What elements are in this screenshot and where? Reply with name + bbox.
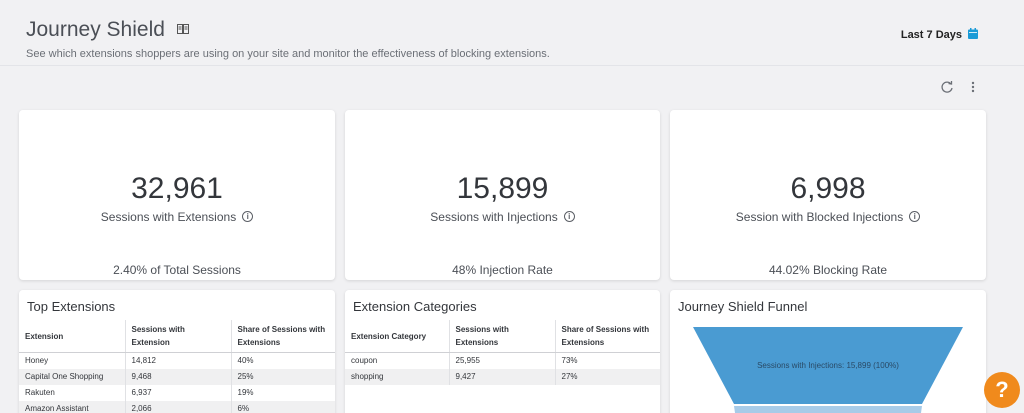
table-row[interactable]: Amazon Assistant 2,066 6% xyxy=(19,401,335,413)
table-cell: 19% xyxy=(230,385,335,401)
top-extensions-table: Extension Sessions with Extension Share … xyxy=(19,320,335,413)
kpi-label-text: Sessions with Extensions xyxy=(100,210,237,224)
top-extensions-card: Top Extensions Extension Sessions with E… xyxy=(19,290,335,413)
funnel-stage-next[interactable] xyxy=(734,406,922,413)
column-header[interactable]: Extension xyxy=(19,320,125,353)
calendar-icon xyxy=(968,28,978,42)
table-cell: 73% xyxy=(554,352,660,369)
table-cell: 2,066 xyxy=(124,401,231,413)
table-cell: 25% xyxy=(230,369,335,385)
table-header-row: Extension Category Sessions with Extensi… xyxy=(345,320,660,353)
table-cell: 9,427 xyxy=(448,369,555,385)
column-header[interactable]: Extension Category xyxy=(345,320,449,353)
table-row[interactable]: coupon 25,955 73% xyxy=(345,352,660,369)
table-cell: 6,937 xyxy=(124,385,231,401)
journey-shield-funnel-card: Journey Shield Funnel Sessions with Inje… xyxy=(670,290,986,413)
kpi-card-blocked-injections: 6,998 Session with Blocked Injections i 4… xyxy=(670,110,986,280)
table-cell: 9,468 xyxy=(124,369,231,385)
column-header[interactable]: Sessions with Extensions xyxy=(448,320,555,353)
table-cell: Capital One Shopping xyxy=(19,369,125,385)
kpi-footer: 48% Injection Rate xyxy=(452,263,553,277)
table-row[interactable]: Honey 14,812 40% xyxy=(19,352,335,369)
info-icon[interactable]: i xyxy=(242,211,254,223)
date-range-picker[interactable]: Last 7 Days xyxy=(901,28,978,42)
kpi-value: 6,998 xyxy=(790,172,866,205)
page-title-text: Journey Shield xyxy=(26,18,165,41)
table-cell: 25,955 xyxy=(448,352,555,369)
funnel-chart xyxy=(693,327,963,413)
table-cell: 14,812 xyxy=(124,352,231,369)
extension-categories-table: Extension Category Sessions with Extensi… xyxy=(345,320,660,385)
column-header[interactable]: Sessions with Extension xyxy=(124,320,231,353)
kpi-label: Sessions with Extensions i xyxy=(19,210,335,224)
book-icon[interactable] xyxy=(176,16,189,40)
kpi-value: 15,899 xyxy=(456,172,549,205)
table-cell: 40% xyxy=(230,352,335,369)
info-icon[interactable]: i xyxy=(909,211,921,223)
column-header[interactable]: Share of Sessions with Extensions xyxy=(230,320,335,353)
card-title: Journey Shield Funnel xyxy=(678,299,808,314)
help-button[interactable]: ? xyxy=(984,372,1020,408)
refresh-icon[interactable] xyxy=(940,80,954,94)
table-header-row: Extension Sessions with Extension Share … xyxy=(19,320,335,353)
table-cell: 27% xyxy=(554,369,660,385)
kpi-card-sessions-with-injections: 15,899 Sessions with Injections i 48% Inj… xyxy=(345,110,660,280)
table-row[interactable]: shopping 9,427 27% xyxy=(345,369,660,385)
kpi-footer: 44.02% Blocking Rate xyxy=(768,263,888,277)
date-range-label: Last 7 Days xyxy=(900,29,962,41)
more-options-icon[interactable] xyxy=(968,80,978,94)
table-cell: Amazon Assistant xyxy=(19,401,125,413)
funnel-stage-sessions-with-injections[interactable] xyxy=(693,327,963,404)
kpi-card-sessions-with-extensions: 32,961 Sessions with Extensions i 2.40% o… xyxy=(19,110,335,280)
kpi-label: Session with Blocked Injections i xyxy=(670,210,986,224)
table-cell: 6% xyxy=(230,401,335,413)
funnel-stage-label: Sessions with Injections: 15,899 (100%) xyxy=(757,361,899,370)
table-row[interactable]: Rakuten 6,937 19% xyxy=(19,385,335,401)
table-cell: shopping xyxy=(345,369,449,385)
table-cell: coupon xyxy=(351,356,378,365)
extension-categories-card: Extension Categories Extension Category … xyxy=(345,290,660,413)
kpi-label: Sessions with Injections i xyxy=(345,210,660,224)
column-header[interactable]: Share of Sessions with Extensions xyxy=(554,320,660,353)
card-title: Top Extensions xyxy=(27,299,116,314)
card-title: Extension Categories xyxy=(353,299,477,314)
info-icon[interactable]: i xyxy=(563,211,575,223)
page-title: Journey Shield xyxy=(26,18,189,42)
kpi-value: 32,961 xyxy=(131,172,223,205)
table-cell: Honey xyxy=(25,356,49,365)
table-cell: Rakuten xyxy=(25,388,55,397)
kpi-label-text: Sessions with Injections xyxy=(430,210,558,224)
kpi-footer: 2.40% of Total Sessions xyxy=(113,263,241,277)
page-header: Journey Shield See which extensions shop… xyxy=(0,0,1024,66)
page-subtitle: See which extensions shoppers are using … xyxy=(26,48,550,60)
table-row[interactable]: Capital One Shopping 9,468 25% xyxy=(19,369,335,385)
kpi-label-text: Session with Blocked Injections xyxy=(735,210,904,224)
